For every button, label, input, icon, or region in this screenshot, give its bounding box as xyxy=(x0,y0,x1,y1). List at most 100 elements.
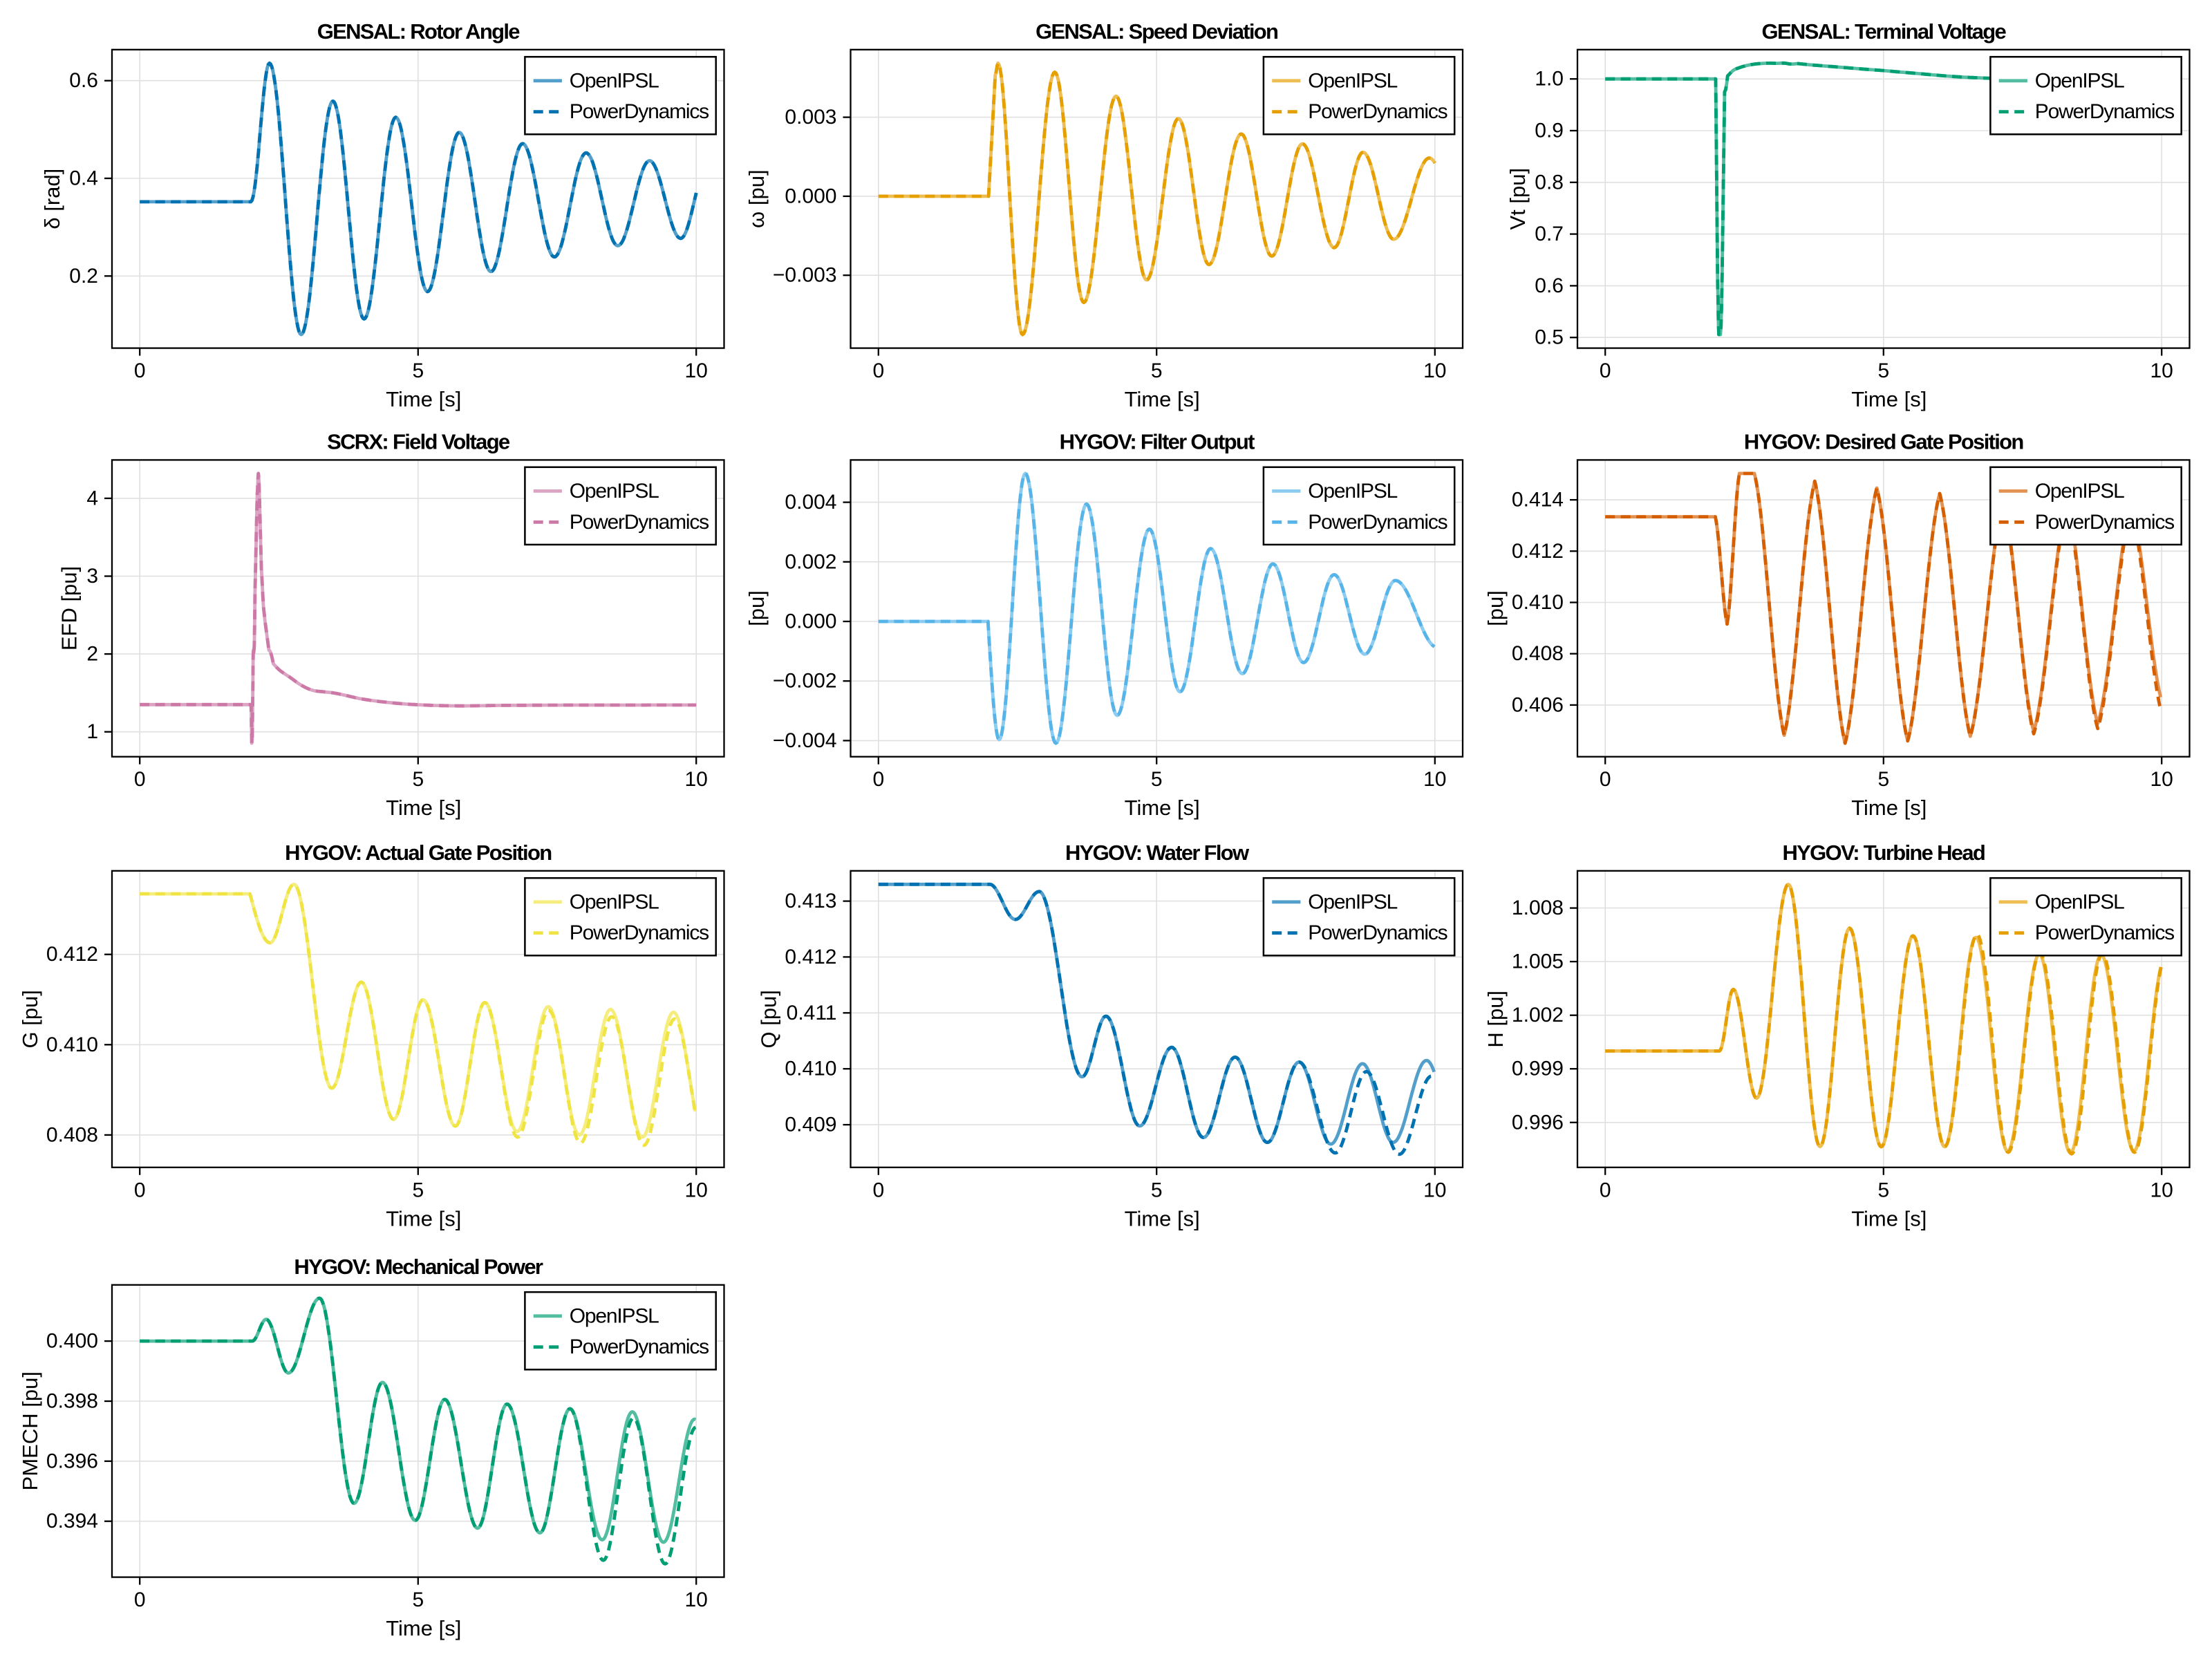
svg-text:SCRX: Field Voltage: SCRX: Field Voltage xyxy=(327,429,510,453)
svg-text:2: 2 xyxy=(86,643,98,666)
svg-text:0.5: 0.5 xyxy=(1535,326,1564,349)
svg-text:δ [rad]: δ [rad] xyxy=(40,169,64,229)
svg-text:0.6: 0.6 xyxy=(1535,274,1564,297)
svg-text:5: 5 xyxy=(1151,1179,1163,1201)
svg-text:[pu]: [pu] xyxy=(1483,590,1508,626)
svg-text:HYGOV: Turbine Head: HYGOV: Turbine Head xyxy=(1782,841,1985,865)
svg-text:0.004: 0.004 xyxy=(785,491,836,514)
svg-text:0.406: 0.406 xyxy=(1512,693,1564,716)
svg-text:5: 5 xyxy=(1151,359,1163,382)
svg-text:5: 5 xyxy=(1877,1179,1889,1201)
svg-text:−0.003: −0.003 xyxy=(773,264,837,287)
svg-text:0.414: 0.414 xyxy=(1512,489,1564,512)
svg-text:[pu]: [pu] xyxy=(744,590,769,626)
svg-text:0.411: 0.411 xyxy=(787,1002,837,1024)
svg-text:OpenIPSL: OpenIPSL xyxy=(2035,69,2124,92)
svg-text:1.0: 1.0 xyxy=(1535,68,1564,91)
svg-text:PowerDynamics: PowerDynamics xyxy=(2035,511,2174,534)
svg-text:10: 10 xyxy=(685,768,708,791)
svg-text:0.9: 0.9 xyxy=(1535,120,1564,142)
svg-text:−0.002: −0.002 xyxy=(773,670,837,693)
svg-text:0.996: 0.996 xyxy=(1512,1111,1564,1134)
svg-text:HYGOV: Actual Gate Position: HYGOV: Actual Gate Position xyxy=(285,841,552,865)
svg-text:G [pu]: G [pu] xyxy=(18,990,42,1048)
svg-text:10: 10 xyxy=(685,359,708,382)
svg-text:GENSAL: Rotor Angle: GENSAL: Rotor Angle xyxy=(317,19,520,44)
svg-text:HYGOV: Water Flow: HYGOV: Water Flow xyxy=(1065,841,1250,865)
svg-text:0: 0 xyxy=(872,768,884,791)
svg-text:0.409: 0.409 xyxy=(785,1114,836,1136)
svg-text:Time [s]: Time [s] xyxy=(1851,796,1927,820)
svg-text:0.000: 0.000 xyxy=(785,610,836,633)
svg-text:0.400: 0.400 xyxy=(46,1330,98,1353)
svg-text:0.398: 0.398 xyxy=(46,1390,98,1413)
svg-text:PowerDynamics: PowerDynamics xyxy=(1308,511,1447,534)
svg-text:OpenIPSL: OpenIPSL xyxy=(1308,480,1397,503)
svg-text:0.408: 0.408 xyxy=(1512,642,1564,665)
svg-text:0.413: 0.413 xyxy=(785,890,836,912)
svg-text:0.412: 0.412 xyxy=(46,943,98,966)
svg-text:0.003: 0.003 xyxy=(785,106,836,129)
svg-text:H [pu]: H [pu] xyxy=(1483,991,1508,1048)
svg-text:0.410: 0.410 xyxy=(1512,591,1564,614)
svg-text:5: 5 xyxy=(1877,768,1889,791)
svg-text:0.410: 0.410 xyxy=(785,1058,836,1080)
svg-text:PowerDynamics: PowerDynamics xyxy=(570,100,709,123)
svg-text:OpenIPSL: OpenIPSL xyxy=(2035,890,2124,913)
svg-text:5: 5 xyxy=(412,768,424,791)
svg-text:1: 1 xyxy=(86,720,98,743)
svg-text:0.8: 0.8 xyxy=(1535,171,1564,194)
svg-text:0: 0 xyxy=(134,359,146,382)
svg-text:1.008: 1.008 xyxy=(1512,897,1564,919)
svg-text:Q [pu]: Q [pu] xyxy=(757,990,781,1048)
svg-text:Time [s]: Time [s] xyxy=(386,796,461,820)
svg-text:5: 5 xyxy=(412,1588,424,1611)
svg-text:1.002: 1.002 xyxy=(1512,1004,1564,1027)
svg-text:OpenIPSL: OpenIPSL xyxy=(1308,69,1397,92)
svg-text:1.005: 1.005 xyxy=(1512,950,1564,973)
svg-text:OpenIPSL: OpenIPSL xyxy=(570,890,659,913)
svg-text:5: 5 xyxy=(1151,768,1163,791)
svg-text:HYGOV: Desired Gate Position: HYGOV: Desired Gate Position xyxy=(1744,429,2023,453)
svg-text:5: 5 xyxy=(412,359,424,382)
svg-text:10: 10 xyxy=(2150,768,2173,791)
svg-text:OpenIPSL: OpenIPSL xyxy=(570,1304,659,1327)
svg-text:0: 0 xyxy=(872,1179,884,1201)
svg-text:−0.004: −0.004 xyxy=(773,729,837,752)
svg-text:0.396: 0.396 xyxy=(46,1450,98,1472)
svg-text:Time [s]: Time [s] xyxy=(386,1206,461,1230)
svg-text:10: 10 xyxy=(685,1179,708,1201)
svg-text:10: 10 xyxy=(1423,1179,1446,1201)
svg-text:0.4: 0.4 xyxy=(69,167,98,190)
svg-text:10: 10 xyxy=(685,1588,708,1611)
svg-text:ω [pu]: ω [pu] xyxy=(744,169,769,228)
svg-text:0.412: 0.412 xyxy=(1512,540,1564,563)
svg-text:10: 10 xyxy=(1423,768,1446,791)
svg-text:0.412: 0.412 xyxy=(785,946,836,968)
svg-text:0: 0 xyxy=(134,1179,146,1201)
svg-text:0.7: 0.7 xyxy=(1535,223,1564,245)
svg-text:0.6: 0.6 xyxy=(69,69,98,92)
svg-text:PMECH [pu]: PMECH [pu] xyxy=(18,1371,42,1490)
svg-text:HYGOV: Mechanical Power: HYGOV: Mechanical Power xyxy=(294,1255,543,1279)
svg-text:0.408: 0.408 xyxy=(46,1123,98,1146)
svg-text:0: 0 xyxy=(872,359,884,382)
svg-text:0: 0 xyxy=(1600,768,1611,791)
svg-text:GENSAL: Terminal Voltage: GENSAL: Terminal Voltage xyxy=(1762,19,2007,44)
svg-text:OpenIPSL: OpenIPSL xyxy=(570,480,659,503)
svg-text:Time [s]: Time [s] xyxy=(386,1616,461,1640)
svg-text:0.394: 0.394 xyxy=(46,1510,98,1533)
svg-text:5: 5 xyxy=(1877,359,1889,382)
svg-text:PowerDynamics: PowerDynamics xyxy=(570,1335,709,1358)
svg-text:10: 10 xyxy=(2150,1179,2173,1201)
svg-text:HYGOV: Filter Output: HYGOV: Filter Output xyxy=(1060,429,1255,453)
svg-text:Time [s]: Time [s] xyxy=(1125,387,1200,411)
svg-text:OpenIPSL: OpenIPSL xyxy=(570,69,659,92)
svg-text:10: 10 xyxy=(1423,359,1446,382)
svg-text:OpenIPSL: OpenIPSL xyxy=(2035,480,2124,503)
svg-text:0: 0 xyxy=(1600,359,1611,382)
svg-text:10: 10 xyxy=(2150,359,2173,382)
svg-text:0: 0 xyxy=(134,1588,146,1611)
svg-text:0.999: 0.999 xyxy=(1512,1058,1564,1080)
svg-text:0: 0 xyxy=(134,768,146,791)
